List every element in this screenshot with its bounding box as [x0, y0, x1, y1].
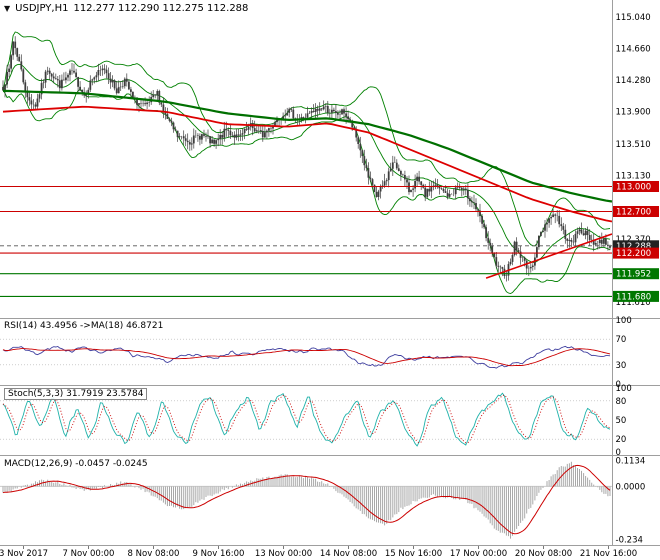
trendline[interactable]	[485, 233, 613, 279]
macd-axis-label: 0.1134	[616, 457, 646, 467]
price-badge-text: 112.288	[616, 242, 651, 252]
rsi-axis-label: 70	[616, 335, 627, 345]
stoch-d-line	[2, 394, 611, 444]
stoch-axis-label: 80	[616, 397, 627, 407]
rsi-indicator-label: RSI(14) 43.4956 ->MA(18) 46.8721	[4, 321, 164, 331]
price-axis-labels: 115.040 114.660 114.280 113.900 113.510 113.1…	[616, 13, 651, 308]
time-label: 20 Nov 08:00	[515, 549, 572, 559]
time-label: 13 Nov 00:00	[255, 549, 312, 559]
time-label: 17 Nov 00:00	[450, 549, 507, 559]
price-axis-label: 113.130	[616, 172, 651, 182]
macd-signal-line	[2, 464, 611, 535]
rsi-axis-label: 30	[616, 361, 627, 371]
stoch-axis-label: 0	[616, 448, 621, 458]
ma-red-line	[2, 105, 613, 223]
chart-title-row: ▼ USDJPY,H1 112.277 112.290 112.275 112.…	[4, 3, 248, 14]
rsi-axis-label: 0	[616, 380, 621, 390]
price-badge-text: 112.200	[616, 249, 651, 259]
price-axis-label: 114.660	[616, 44, 651, 54]
rsi-axis-label: 100	[616, 316, 632, 326]
stoch-axis-label: 50	[616, 416, 627, 426]
price-badge	[613, 206, 659, 217]
time-axis[interactable]	[0, 545, 660, 560]
time-label: 9 Nov 16:00	[193, 549, 245, 559]
stoch-indicator-label: Stoch(5,3,3) 31.7919 23.5784	[4, 388, 148, 400]
price-badge	[613, 181, 659, 192]
price-axis-label: 112.370	[616, 235, 651, 245]
price-axis-label: 111.610	[616, 298, 651, 308]
price-axis-label: 114.280	[616, 76, 651, 86]
time-label: 8 Nov 08:00	[128, 549, 180, 559]
time-label: 15 Nov 16:00	[385, 549, 442, 559]
rsi-ma-line	[2, 348, 611, 367]
symbol-period-label: USDJPY,H1	[15, 3, 69, 14]
price-badge	[613, 247, 659, 259]
time-label: 7 Nov 00:00	[63, 549, 115, 559]
price-axis-label: 113.510	[616, 140, 651, 150]
stoch-k-line	[2, 392, 611, 447]
price-badge	[613, 240, 659, 252]
time-label: 21 Nov 16:00	[580, 549, 637, 559]
main-plot-area[interactable]	[0, 0, 612, 318]
price-badge-text: 111.952	[616, 270, 651, 280]
stoch-axis-label: 100	[616, 384, 632, 394]
price-badge-text: 113.000	[616, 183, 651, 193]
ma-green-line	[2, 89, 613, 203]
ohlc-values: 112.277 112.290 112.275 112.288	[73, 3, 249, 14]
chart-dropdown-icon[interactable]: ▼	[4, 3, 11, 13]
time-label: 14 Nov 08:00	[320, 549, 377, 559]
stoch-axis-label: 20	[616, 435, 627, 445]
price-badge	[613, 290, 659, 302]
macd-indicator-label: MACD(12,26,9) -0.0457 -0.0245	[4, 459, 148, 469]
price-axis-label: 115.040	[616, 13, 651, 23]
bollinger-lower-line	[2, 88, 611, 294]
macd-axis-label: 0.0000	[616, 482, 646, 492]
time-label: 3 Nov 2017	[0, 549, 48, 559]
price-badge	[613, 268, 659, 280]
price-axis[interactable]	[612, 0, 660, 545]
macd-axis-label: -0.234	[616, 536, 643, 546]
macd-histogram	[2, 461, 611, 539]
price-badge-text: 111.680	[616, 292, 651, 302]
price-axis-label: 113.900	[616, 108, 651, 118]
price-badge-text: 112.700	[616, 208, 651, 218]
